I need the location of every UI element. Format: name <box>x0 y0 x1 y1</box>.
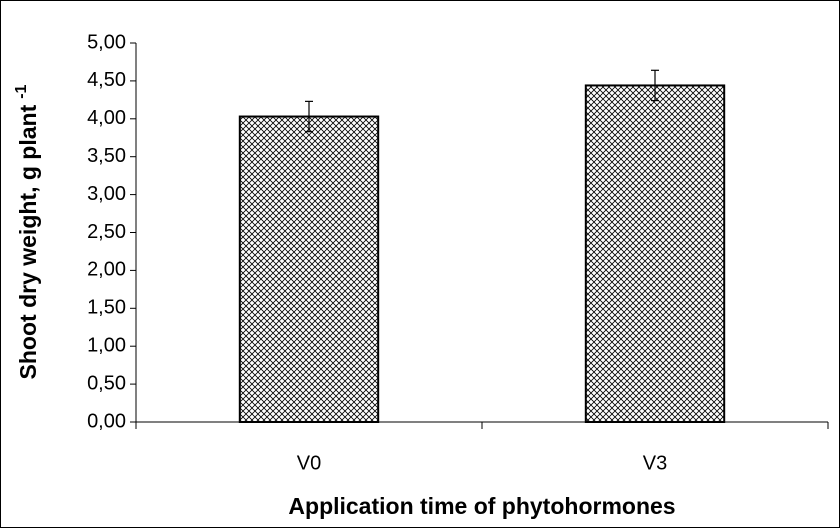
bar <box>584 84 726 423</box>
y-tick-label: 2,00 <box>87 259 126 281</box>
y-tick-label: 3,50 <box>87 145 126 167</box>
y-tick-label: 1,50 <box>87 297 126 319</box>
y-tick-label: 4,00 <box>87 107 126 129</box>
y-tick-label: 5,00 <box>87 31 126 53</box>
y-tick-label: 2,50 <box>87 221 126 243</box>
y-tick-label: 4,50 <box>87 69 126 91</box>
x-axis-title: Application time of phytohormones <box>288 493 675 519</box>
y-axis-title-main: Shoot dry weight, g plant <box>15 104 41 379</box>
x-tick-label: V0 <box>297 452 321 474</box>
y-tick-label: 1,00 <box>87 334 126 356</box>
y-axis-title-superscript: -1 <box>13 84 30 98</box>
y-tick-label: 3,00 <box>87 183 126 205</box>
y-tick-label: 0,00 <box>87 410 126 432</box>
y-axis-title: Shoot dry weight, g plant -1 <box>13 84 41 379</box>
bar <box>238 115 380 423</box>
x-tick-label: V3 <box>643 452 667 474</box>
y-tick-label: 0,50 <box>87 372 126 394</box>
